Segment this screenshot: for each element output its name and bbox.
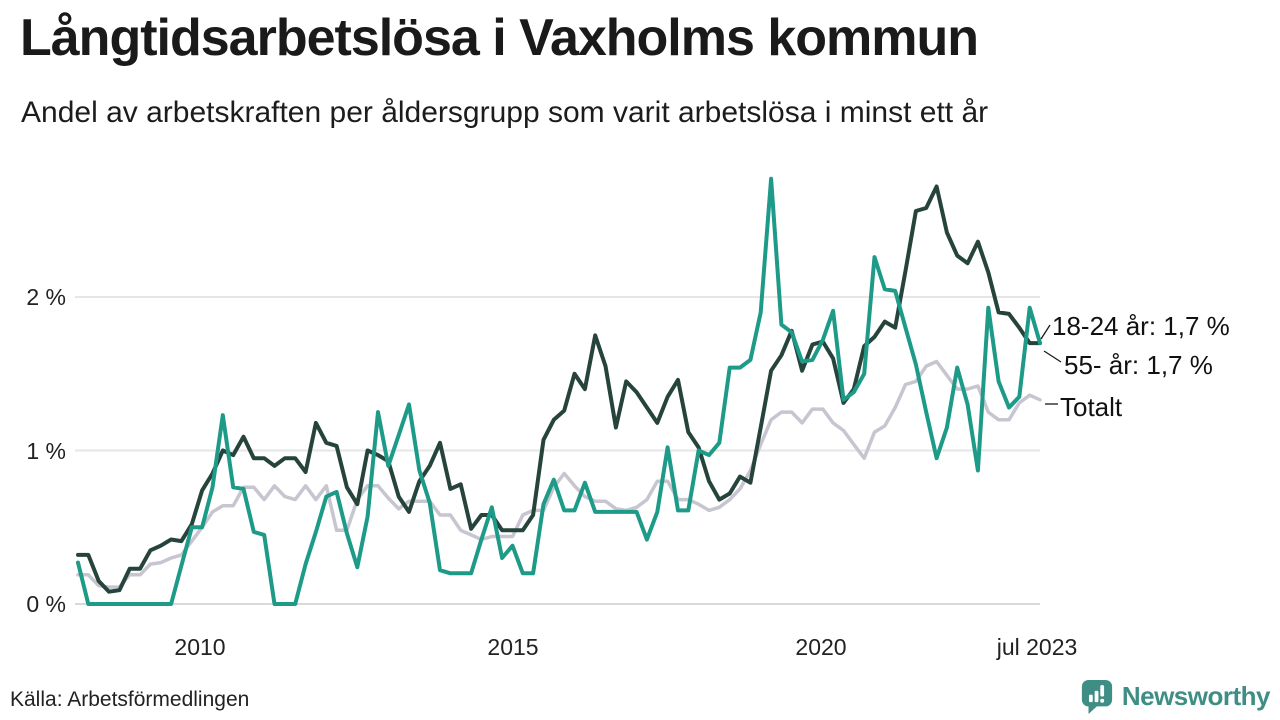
x-axis-tick-2015: 2015 — [487, 634, 539, 660]
source-note: Källa: Arbetsförmedlingen — [10, 688, 250, 711]
logo-bar-tall — [1094, 690, 1099, 703]
leader-18-24 — [1040, 324, 1051, 340]
page-title: Långtidsarbetslösa i Vaxholms kommun — [20, 9, 979, 67]
y-axis-tick-2pct: 2 % — [26, 284, 66, 310]
x-axis-tick-2020: 2020 — [795, 634, 847, 660]
brand-name: Newsworthy — [1121, 680, 1271, 711]
logo-bar-short — [1088, 694, 1093, 703]
logo-exclamation-bar — [1100, 685, 1104, 697]
series-end-label-18-24: 18-24 år: 1,7 % — [1052, 311, 1230, 341]
leader-55plus — [1043, 350, 1062, 363]
newsworthy-logo-icon — [1081, 679, 1112, 714]
series-line-totalt — [76, 359, 1042, 589]
series-end-label-totalt: Totalt — [1060, 392, 1123, 422]
y-axis-tick-1pct: 1 % — [26, 438, 66, 464]
x-axis-tick-2010: 2010 — [174, 634, 226, 660]
y-axis-tick-0pct: 0 % — [26, 591, 66, 617]
series-line-55-r — [76, 184, 1042, 594]
newsworthy-brand: Newsworthy — [1080, 678, 1271, 714]
page-subtitle: Andel av arbetskraften per åldersgrupp s… — [21, 96, 989, 129]
series-line-18-24-r — [76, 176, 1042, 606]
logo-exclamation-dot — [1100, 698, 1104, 703]
series-end-label-55plus: 55- år: 1,7 % — [1064, 350, 1213, 380]
x-axis-tick-jul-2023: jul 2023 — [996, 634, 1078, 660]
